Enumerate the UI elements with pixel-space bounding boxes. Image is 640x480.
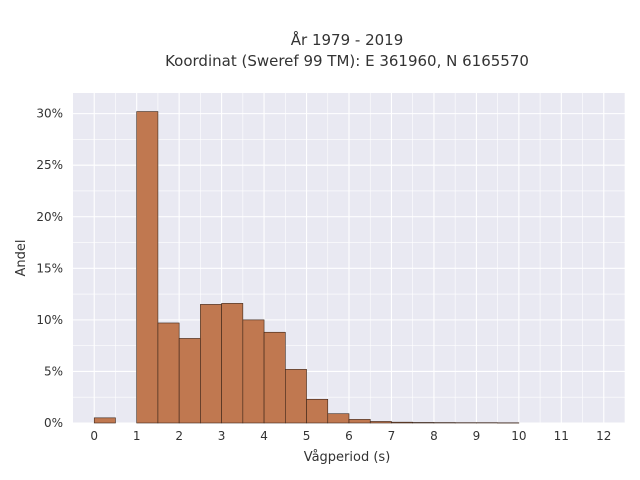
histogram-bar <box>391 421 413 424</box>
histogram-bar <box>285 369 307 424</box>
histogram-bar <box>242 319 265 424</box>
x-tick-label: 11 <box>554 429 569 443</box>
histogram-bar <box>412 422 435 424</box>
chart-title-line-2: Koordinat (Sweref 99 TM): E 361960, N 61… <box>165 52 529 70</box>
x-tick-label: 4 <box>260 429 268 443</box>
histogram-bar <box>327 413 350 424</box>
x-tick-label: 9 <box>473 429 481 443</box>
histogram-bar <box>157 322 180 424</box>
y-tick-label: 0% <box>44 416 63 430</box>
y-axis-ticks: 0% 5% 10% 15% 20% 25% 30% <box>36 107 63 430</box>
x-axis-ticks: 0 1 2 3 4 5 6 7 8 9 10 11 12 <box>90 429 611 443</box>
y-tick-label: 25% <box>36 158 63 172</box>
x-tick-label: 0 <box>90 429 98 443</box>
histogram-bar <box>369 421 392 424</box>
x-tick-label: 1 <box>133 429 141 443</box>
y-tick-label: 20% <box>36 210 63 224</box>
histogram-bar <box>200 304 222 424</box>
x-tick-label: 3 <box>218 429 226 443</box>
x-tick-label: 8 <box>430 429 438 443</box>
histogram-bars <box>93 111 520 424</box>
chart-title-line-1: År 1979 - 2019 <box>291 30 404 49</box>
x-tick-label: 10 <box>511 429 526 443</box>
x-tick-label: 6 <box>345 429 353 443</box>
x-tick-label: 7 <box>388 429 396 443</box>
y-tick-label: 30% <box>36 107 63 121</box>
histogram-bar <box>263 331 286 424</box>
histogram-bar <box>221 303 244 424</box>
x-axis-title: Vågperiod (s) <box>304 450 391 465</box>
histogram-bar <box>178 338 201 424</box>
y-tick-label: 5% <box>44 364 63 378</box>
y-tick-label: 15% <box>36 261 63 275</box>
y-axis-title: Andel <box>14 240 29 277</box>
histogram-bar <box>93 417 116 424</box>
histogram-bar <box>348 419 371 424</box>
histogram-bar <box>306 398 329 424</box>
y-tick-label: 10% <box>36 313 63 327</box>
x-tick-label: 2 <box>175 429 183 443</box>
histogram-bar <box>136 111 159 424</box>
x-tick-label: 12 <box>596 429 611 443</box>
x-tick-label: 5 <box>303 429 311 443</box>
